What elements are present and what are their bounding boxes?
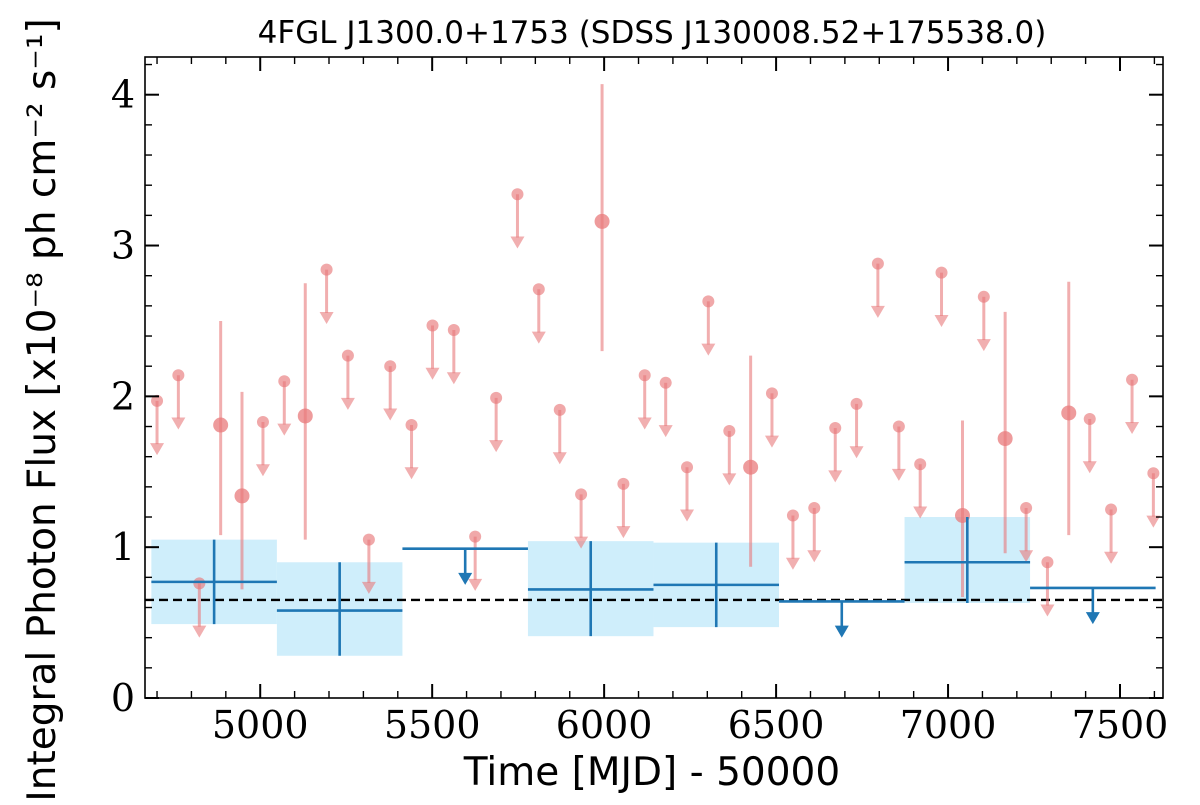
y-axis-label: Integral Photon Flux [x10⁻⁸ ph cm⁻² s⁻¹] (20, 18, 65, 800)
y-tick-label: 4 (111, 73, 135, 117)
upper-limit-arrow-head (849, 446, 864, 459)
long-bin-upper-limit-arrow-head (458, 572, 473, 585)
long-bin-upper-limit-arrow-head (1085, 612, 1100, 625)
upper-limit-arrow-head (277, 423, 292, 436)
x-tick-label: 7000 (900, 703, 997, 747)
upper-limit-arrow-head (870, 305, 885, 318)
upper-limit-arrow-head (171, 417, 186, 430)
upper-limit-arrow-head (701, 343, 716, 356)
upper-limit-arrow-head (722, 473, 737, 486)
x-tick-label: 5000 (212, 703, 309, 747)
x-axis-label: Time [MJD] - 50000 (463, 750, 840, 795)
upper-limit-arrow-head (1019, 550, 1034, 563)
upper-limit-arrow-head (574, 536, 589, 549)
upper-limit-arrow-head (552, 452, 567, 465)
upper-limit-arrow-head (531, 331, 546, 344)
detection-marker (213, 417, 229, 433)
upper-limit-arrow-head (785, 557, 800, 570)
upper-limit-arrow-head (934, 314, 949, 327)
detection-marker (234, 488, 250, 504)
upper-limit-arrow-head (658, 425, 673, 438)
detection-marker (297, 408, 313, 424)
upper-limit-arrow-head (361, 581, 376, 594)
long-bin-upper-limit-arrow-head (834, 625, 849, 638)
upper-limit-arrow-head (764, 435, 779, 448)
detection-marker (997, 431, 1013, 447)
upper-limit-arrow-head (828, 470, 843, 483)
x-tick-label: 5500 (384, 703, 481, 747)
y-tick-label: 0 (111, 676, 135, 720)
upper-limit-arrow-head (1125, 422, 1140, 435)
upper-limit-arrow-head (446, 372, 461, 385)
y-tick-label: 2 (111, 374, 135, 418)
upper-limit-arrow-head (976, 339, 991, 352)
upper-limit-arrow-head (637, 417, 652, 430)
upper-limit-arrow-head (150, 443, 165, 456)
upper-limit-arrow-head (425, 367, 440, 380)
upper-limit-arrow-head (616, 526, 631, 539)
upper-limit-arrow-head (807, 550, 822, 563)
upper-limit-arrow-head (255, 464, 270, 477)
upper-limit-arrow-head (1040, 604, 1055, 617)
detection-marker (594, 213, 610, 229)
x-tick-label: 6500 (728, 703, 825, 747)
plot-frame (144, 56, 1164, 699)
y-tick-label: 1 (111, 525, 135, 569)
upper-limit-arrow-head (1146, 515, 1161, 528)
upper-limit-arrow-head (1082, 461, 1097, 474)
upper-limit-arrow-head (319, 311, 334, 324)
upper-limit-arrow-head (510, 236, 525, 249)
detection-marker (1061, 405, 1077, 421)
short-bin-layer (150, 84, 1161, 638)
detection-marker (743, 459, 759, 475)
upper-limit-arrow-head (913, 506, 928, 519)
upper-limit-arrow-head (489, 440, 504, 453)
upper-limit-arrow-head (468, 578, 483, 591)
x-tick-label: 7500 (1072, 703, 1169, 747)
upper-limit-arrow-head (680, 509, 695, 522)
upper-limit-arrow-head (891, 468, 906, 481)
axes-layer: 5000 5500 6000 6500 7000 7500 0 1 2 3 4 (111, 56, 1169, 747)
y-tick-label: 3 (111, 224, 135, 268)
upper-limit-arrow-head (192, 625, 207, 638)
chart-title: 4FGL J1300.0+1753 (SDSS J130008.52+17553… (258, 15, 1047, 51)
long-bin-layer (151, 517, 1156, 656)
upper-limit-arrow-head (340, 397, 355, 410)
upper-limit-arrow-head (404, 467, 419, 480)
x-tick-label: 6000 (556, 703, 653, 747)
upper-limit-arrow-head (383, 408, 398, 421)
upper-limit-arrow-head (1104, 551, 1119, 564)
